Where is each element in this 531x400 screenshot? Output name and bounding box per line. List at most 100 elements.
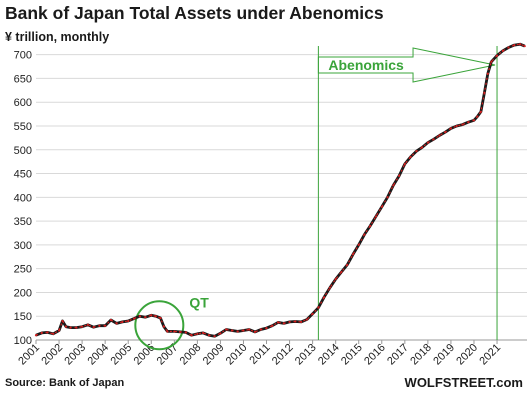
abenomics-label: Abenomics [328, 57, 404, 73]
data-point [104, 324, 107, 327]
grid-lines [36, 54, 527, 341]
data-point [92, 326, 95, 329]
chart-subtitle: ¥ trillion, monthly [5, 30, 110, 44]
data-point [513, 44, 516, 47]
abenomics-arrow [317, 47, 496, 83]
y-tick-label: 100 [14, 335, 32, 347]
data-point [421, 146, 424, 149]
x-tick-label: 2002 [39, 342, 65, 368]
data-point [334, 278, 337, 281]
brand-mark: WOLFSTREET.com [404, 375, 523, 390]
data-point [57, 329, 61, 332]
x-tick-label: 2010 [224, 342, 250, 368]
x-tick-label: 2007 [155, 342, 181, 368]
data-point [323, 296, 326, 299]
y-tick-label: 600 [14, 97, 32, 109]
data-point [363, 233, 366, 236]
x-tick-label: 2016 [362, 342, 388, 368]
y-tick-label: 350 [14, 216, 32, 228]
data-point [46, 331, 49, 334]
data-point [415, 150, 418, 153]
data-point [486, 72, 489, 75]
y-tick-label: 200 [14, 287, 32, 299]
x-tick-label: 2013 [293, 342, 319, 368]
data-point [207, 334, 210, 337]
data-point [253, 330, 257, 334]
data-point [340, 270, 343, 274]
source-note: Source: Bank of Japan [5, 377, 125, 389]
data-point [294, 320, 297, 323]
data-point [461, 123, 464, 126]
data-point [476, 115, 479, 118]
data-point [138, 315, 141, 318]
x-tick-label: 2008 [178, 342, 204, 368]
data-point [86, 323, 89, 326]
qt-circle [134, 300, 185, 351]
data-point [483, 91, 486, 94]
data-point [523, 44, 526, 48]
data-point [328, 286, 332, 289]
data-point [467, 121, 470, 124]
data-point [213, 335, 216, 338]
qt-label: QT [189, 294, 209, 310]
data-point [265, 327, 268, 330]
x-tick-label: 2019 [431, 342, 457, 368]
data-point [150, 314, 153, 317]
data-point [184, 331, 187, 334]
data-point [472, 119, 476, 122]
x-tick-label: 2003 [62, 342, 88, 368]
data-point [311, 312, 314, 315]
data-point [248, 328, 251, 331]
data-point [127, 319, 130, 323]
data-point [61, 319, 64, 323]
data-point [259, 328, 262, 331]
data-point [426, 141, 429, 144]
x-tick-label: 2011 [247, 342, 272, 367]
data-point [449, 127, 453, 130]
data-point [518, 43, 522, 46]
data-point [173, 330, 176, 333]
data-point [178, 330, 182, 334]
data-point [276, 321, 280, 324]
y-tick-label: 550 [14, 121, 32, 133]
axes: 100 150 200 250 300 350 400 450 500 550 600 650 700 2… [14, 50, 527, 368]
y-tick-label: 300 [14, 240, 32, 252]
data-point [380, 205, 383, 208]
y-tick-label: 250 [14, 264, 32, 276]
data-point [109, 318, 113, 322]
data-point [271, 324, 274, 327]
y-tick-label: 150 [14, 311, 32, 323]
x-tick-label: 2017 [385, 342, 411, 368]
annotations [134, 46, 498, 351]
abenomics-annotation: Abenomics [328, 57, 404, 73]
data-point [501, 49, 504, 52]
data-point [409, 155, 412, 158]
y-tick-label: 500 [14, 145, 32, 157]
data-point [346, 263, 349, 266]
x-tick-label: 2005 [109, 342, 135, 368]
data-point [154, 315, 157, 318]
data-point [225, 328, 228, 331]
data-point [432, 138, 435, 141]
data-point [34, 334, 38, 337]
data-point [81, 325, 84, 328]
data-point [242, 329, 245, 332]
x-tick-label: 2020 [454, 342, 480, 368]
data-point [490, 60, 493, 63]
data-point [144, 316, 147, 319]
chart-title: Bank of Japan Total Assets under Abenomi… [5, 3, 384, 23]
data-point [305, 318, 308, 321]
data-point [166, 330, 169, 333]
x-tick-label: 2004 [85, 342, 111, 368]
x-tick-label: 2015 [339, 342, 365, 368]
x-tick-label: 2018 [408, 342, 434, 368]
data-point [397, 174, 401, 178]
data-point [196, 332, 199, 335]
data-point [115, 322, 118, 325]
data-point [236, 330, 239, 333]
qt-annotation: QT [189, 294, 209, 310]
x-tick-label: 2014 [316, 342, 342, 368]
data-point [392, 184, 395, 187]
data-point [299, 320, 303, 324]
